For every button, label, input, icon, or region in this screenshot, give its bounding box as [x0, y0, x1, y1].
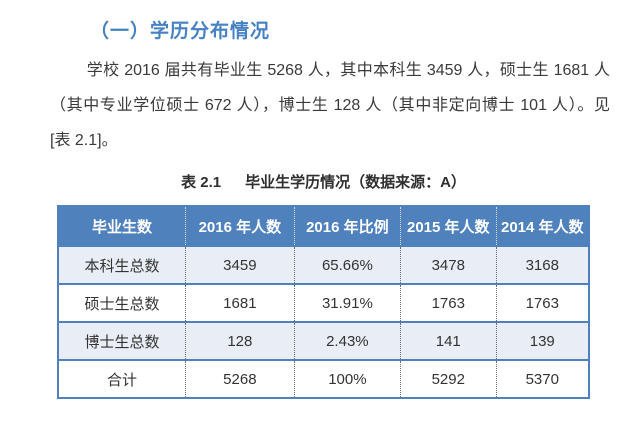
table-cell: 硕士生总数 [84, 295, 160, 313]
table-cell: 128 [184, 322, 295, 360]
table-cell: 5268 [184, 360, 295, 398]
table-cell: 3478 [399, 246, 497, 284]
table-cell: 5292 [399, 360, 497, 398]
table-cell: 139 [495, 322, 589, 360]
table-cell: 141 [399, 322, 497, 360]
paragraph-line: [表 2.1]。 [50, 132, 118, 149]
body-paragraph: 学校 2016 届共有毕业生 5268 人，其中本科生 3459 人，硕士生 1… [50, 53, 610, 158]
paragraph-line: （其中专业学位硕士 672 人），博士生 128 人（其中非定向博士 101 人… [50, 97, 610, 114]
table-cell: 2.43% [293, 322, 401, 360]
table-cell: 1763 [495, 284, 589, 322]
table-caption: 表 2.1 毕业生学历情况（数据来源：A） [57, 171, 590, 192]
table-cell: 3168 [495, 246, 589, 284]
table-cell: 3459 [184, 246, 295, 284]
section-heading: （一）学历分布情况 [90, 21, 271, 42]
table-cell: 1763 [399, 284, 497, 322]
table-row: 本科生总数 3459 65.66% 3478 3168 [58, 246, 589, 284]
table-caption-title: 毕业生学历情况（数据来源：A） [245, 174, 466, 191]
table-cell: 博士生总数 [84, 333, 160, 351]
table-header-row: 毕业生数 2016 年人数 2016 年比例 2015 年人数 2014 年人数 [58, 206, 589, 246]
table-header-cell: 2016 年人数 [184, 206, 295, 246]
table-row: 博士生总数 128 2.43% 141 139 [58, 322, 589, 360]
table-header-cell: 毕业生数 [58, 206, 186, 246]
table-cell: 100% [293, 360, 401, 398]
table-row: 合计 5268 100% 5292 5370 [58, 360, 589, 398]
table-caption-label: 表 2.1 [181, 174, 222, 191]
table-row: 硕士生总数 1681 31.91% 1763 1763 [58, 284, 589, 322]
table-cell: 5370 [495, 360, 589, 398]
table-cell: 31.91% [293, 284, 401, 322]
paragraph-line: 学校 2016 届共有毕业生 5268 人，其中本科生 3459 人，硕士生 1… [86, 62, 610, 79]
table-header-cell: 2016 年比例 [293, 206, 401, 246]
table-cell: 1681 [184, 284, 295, 322]
graduate-degree-table: 毕业生数 2016 年人数 2016 年比例 2015 年人数 2014 年人数… [57, 205, 590, 399]
table-header-cell: 2014 年人数 [495, 206, 589, 246]
table-cell: 本科生总数 [84, 257, 160, 275]
table-cell: 合计 [106, 371, 137, 389]
table-cell: 65.66% [293, 246, 401, 284]
table-header-cell: 2015 年人数 [399, 206, 497, 246]
